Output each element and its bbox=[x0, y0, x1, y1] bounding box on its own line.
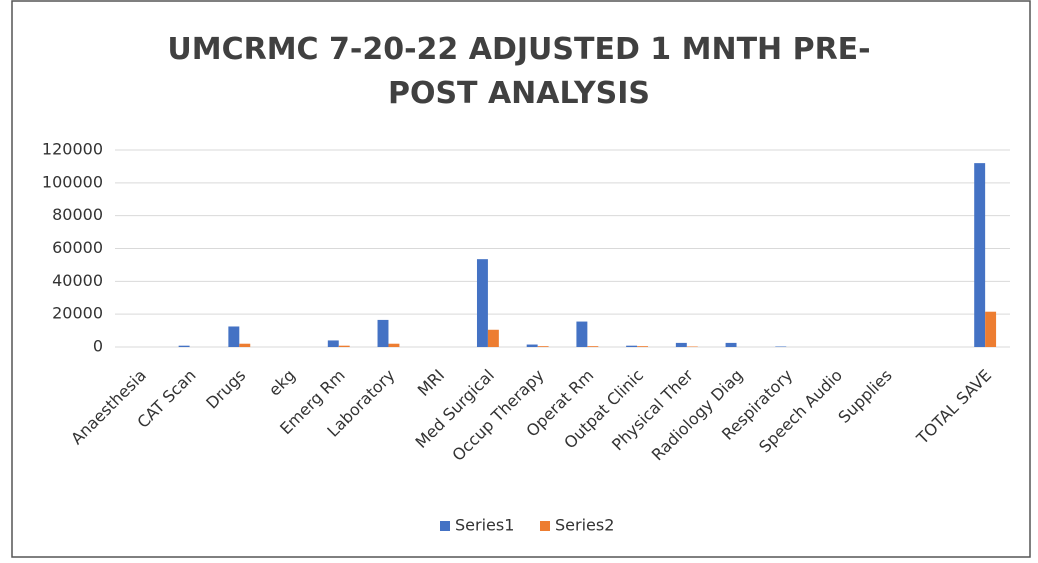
bar bbox=[626, 345, 638, 347]
legend-label: Series2 bbox=[555, 516, 614, 535]
x-tick-label: ekg bbox=[265, 366, 299, 400]
legend-label: Series1 bbox=[455, 516, 514, 535]
x-tick-label: TOTAL SAVE bbox=[912, 366, 995, 449]
legend-swatch bbox=[440, 521, 450, 531]
y-tick-label: 80000 bbox=[52, 205, 103, 224]
y-tick-label: 120000 bbox=[42, 140, 103, 159]
bar bbox=[178, 345, 190, 347]
chart-border bbox=[11, 0, 1031, 558]
y-tick-label: 0 bbox=[93, 337, 103, 356]
x-tick-label: Supplies bbox=[834, 366, 895, 427]
bar bbox=[377, 319, 389, 347]
bar bbox=[637, 346, 649, 347]
bar bbox=[537, 346, 549, 347]
bar bbox=[725, 342, 737, 347]
bar bbox=[388, 343, 400, 347]
legend-swatch bbox=[540, 521, 550, 531]
y-tick-label: 60000 bbox=[52, 238, 103, 257]
bar bbox=[985, 311, 997, 347]
x-tick-label: Drugs bbox=[202, 366, 249, 413]
bar bbox=[675, 342, 687, 347]
bar bbox=[228, 326, 240, 347]
y-tick-label: 40000 bbox=[52, 271, 103, 290]
y-tick-label: 100000 bbox=[42, 172, 103, 191]
x-tick-label: Anaesthesia bbox=[67, 366, 150, 449]
bar bbox=[239, 343, 251, 347]
x-tick-label: Radiology Diag bbox=[648, 366, 747, 465]
x-tick-label: Occup Therapy bbox=[448, 366, 547, 465]
bar bbox=[576, 321, 588, 347]
bar bbox=[476, 259, 488, 347]
x-tick-label: MRI bbox=[414, 366, 448, 400]
bar bbox=[338, 345, 350, 347]
chart-title: UMCRMC 7-20-22 ADJUSTED 1 MNTH PRE-POST … bbox=[167, 32, 871, 111]
bar bbox=[974, 163, 986, 347]
bar bbox=[487, 329, 499, 347]
bar bbox=[327, 340, 339, 347]
bar bbox=[526, 344, 538, 347]
bar bbox=[587, 346, 599, 347]
y-tick-label: 20000 bbox=[52, 304, 103, 323]
